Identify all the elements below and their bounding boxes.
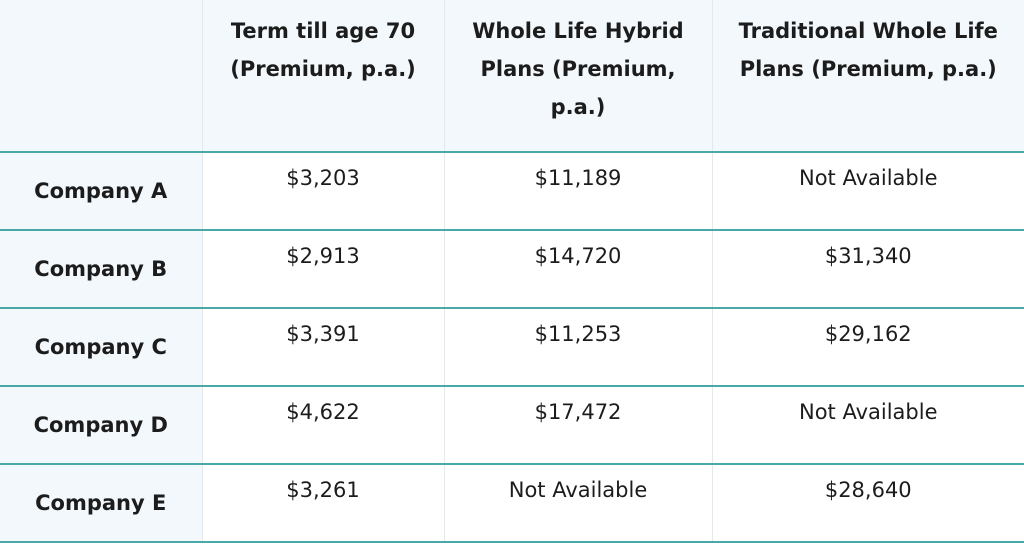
hybrid-premium: $11,253 xyxy=(443,308,712,387)
traditional-premium: $31,340 xyxy=(711,230,1024,309)
header-term-till-age-70: Term till age 70 (Premium, p.a.) xyxy=(201,0,444,153)
company-name: Company E xyxy=(0,464,202,543)
header-whole-life-hybrid: Whole Life Hybrid Plans (Premium, p.a.) xyxy=(443,0,712,153)
company-name: Company B xyxy=(0,230,202,309)
header-traditional-label: Traditional Whole Life Plans (Premium, p… xyxy=(738,19,998,81)
company-name: Company D xyxy=(0,386,202,465)
header-row: Term till age 70 (Premium, p.a.) Whole L… xyxy=(0,0,1024,153)
hybrid-premium: $17,472 xyxy=(443,386,712,465)
header-traditional-whole-life: Traditional Whole Life Plans (Premium, p… xyxy=(711,0,1024,153)
hybrid-premium: $11,189 xyxy=(443,152,712,231)
table-row: Company C $3,391 $11,253 $29,162 xyxy=(0,308,1024,387)
term-premium: $4,622 xyxy=(201,386,444,465)
traditional-premium: $29,162 xyxy=(711,308,1024,387)
term-premium: $3,261 xyxy=(201,464,444,543)
premium-comparison-table: Term till age 70 (Premium, p.a.) Whole L… xyxy=(0,0,1024,543)
traditional-premium: Not Available xyxy=(711,386,1024,465)
traditional-premium: $28,640 xyxy=(711,464,1024,543)
term-premium: $3,203 xyxy=(201,152,444,231)
company-name: Company A xyxy=(0,152,202,231)
table-row: Company D $4,622 $17,472 Not Available xyxy=(0,386,1024,465)
header-term-label: Term till age 70 (Premium, p.a.) xyxy=(230,19,416,81)
term-premium: $3,391 xyxy=(201,308,444,387)
header-corner-cell xyxy=(0,0,202,153)
hybrid-premium: $14,720 xyxy=(443,230,712,309)
header-hybrid-label: Whole Life Hybrid Plans (Premium, p.a.) xyxy=(472,19,684,119)
table-row: Company A $3,203 $11,189 Not Available xyxy=(0,152,1024,231)
table-row: Company B $2,913 $14,720 $31,340 xyxy=(0,230,1024,309)
hybrid-premium: Not Available xyxy=(443,464,712,543)
term-premium: $2,913 xyxy=(201,230,444,309)
company-name: Company C xyxy=(0,308,202,387)
traditional-premium: Not Available xyxy=(711,152,1024,231)
table-row: Company E $3,261 Not Available $28,640 xyxy=(0,464,1024,543)
